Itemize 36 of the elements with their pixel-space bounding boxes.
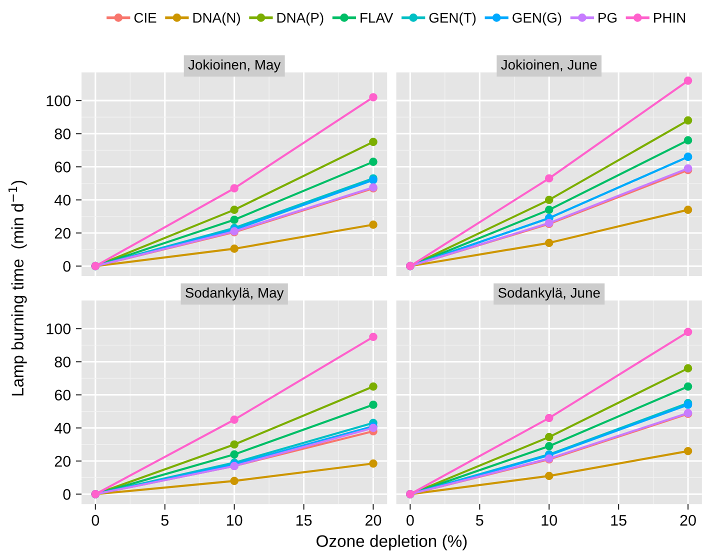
legend-label: GEN(G) [512, 12, 562, 26]
legend-label: CIE [134, 12, 156, 23]
legend-label: DNA(P) [277, 12, 324, 26]
x-tick-label: 20 [366, 514, 382, 526]
x-tick-label: 5 [161, 515, 168, 526]
y-tick-label: 80 [54, 128, 71, 140]
y-tick-label: 20 [54, 228, 71, 239]
x-tick-label: 10 [542, 514, 558, 526]
y-tick-label: 0 [63, 489, 71, 500]
y-tick-label: 100 [46, 323, 71, 334]
legend-label: DNA(N) [193, 12, 240, 26]
chart-title: Sodankylä, May [186, 288, 284, 300]
legend-label: GEN(T) [429, 12, 476, 26]
x-tick-label: 10 [227, 514, 242, 526]
x-tick-label: 5 [476, 515, 484, 526]
y-axis-title: Lamp burning time (min d$^{−1}$) [8, 180, 27, 396]
x-tick-label: 20 [680, 514, 696, 526]
legend-label: PG [598, 12, 616, 23]
x-tick-label: 0 [92, 514, 100, 526]
chart-title: Sodankylä, June [498, 288, 600, 300]
legend-label: PHIN [654, 13, 685, 23]
x-tick-label: 15 [611, 515, 626, 526]
x-tick-label: 15 [296, 515, 312, 526]
legend-label: FLAV [360, 13, 394, 23]
y-tick-label: 80 [54, 356, 71, 368]
y-tick-label: 40 [54, 422, 71, 434]
chart-title: Jokioinen, June [501, 59, 597, 72]
chart-title: Jokioinen, May [188, 59, 281, 72]
x-tick-label: 0 [406, 514, 414, 526]
y-tick-label: 0 [63, 260, 71, 272]
y-tick-label: 100 [46, 95, 71, 106]
y-tick-label: 60 [54, 390, 71, 401]
y-tick-label: 60 [54, 162, 71, 172]
y-tick-label: 20 [54, 456, 71, 467]
x-axis-title: Ozone depletion (%) [316, 534, 467, 550]
y-tick-label: 40 [54, 194, 71, 206]
